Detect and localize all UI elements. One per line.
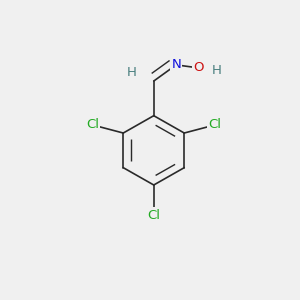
Text: Cl: Cl — [208, 118, 221, 131]
Text: H: H — [212, 64, 222, 77]
Text: H: H — [126, 67, 136, 80]
Text: N: N — [171, 58, 181, 71]
Text: Cl: Cl — [147, 208, 160, 221]
Text: Cl: Cl — [86, 118, 99, 131]
Text: O: O — [193, 61, 204, 74]
